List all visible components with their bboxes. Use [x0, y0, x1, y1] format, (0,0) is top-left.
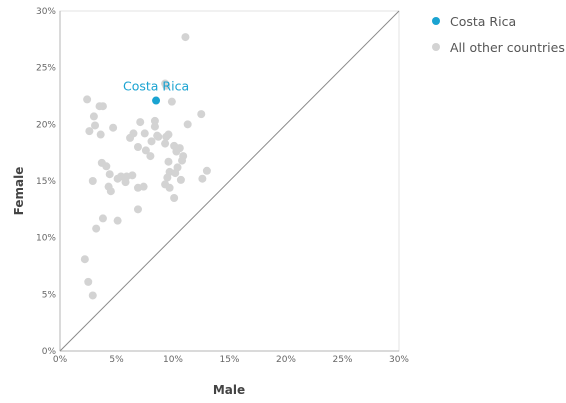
data-point	[171, 169, 180, 178]
data-point	[198, 174, 207, 183]
axes: 0% 5% 10% 15% 20% 25% 30% 0% 5% 10% 15% 20% 25% 30%	[36, 7, 409, 365]
data-point	[150, 122, 159, 131]
data-point	[140, 129, 149, 138]
legend-dot-costa-rica	[432, 17, 440, 25]
data-point	[83, 95, 92, 104]
data-point	[139, 182, 148, 191]
data-point	[89, 112, 98, 121]
points	[80, 33, 211, 300]
x-tick-label: 20%	[276, 355, 296, 365]
data-point	[165, 183, 174, 192]
data-point	[113, 174, 122, 183]
data-point	[109, 123, 118, 132]
data-point	[92, 224, 101, 233]
highlight-layer: Costa Rica	[123, 79, 189, 105]
x-tick-label: 0%	[53, 355, 68, 365]
data-point	[172, 147, 181, 156]
data-point	[96, 130, 105, 139]
data-point	[183, 120, 192, 129]
data-point	[91, 121, 100, 130]
data-point	[98, 102, 107, 111]
data-point	[197, 110, 206, 119]
x-tick-label: 30%	[389, 355, 409, 365]
y-tick-label: 20%	[36, 120, 56, 130]
data-point	[141, 146, 150, 155]
data-point	[105, 170, 114, 179]
data-point	[133, 205, 142, 214]
data-point	[113, 216, 122, 225]
data-point	[181, 33, 190, 42]
data-point	[176, 175, 185, 184]
y-tick-label: 15%	[36, 177, 56, 187]
data-point-costa-rica	[152, 96, 161, 105]
data-point	[146, 152, 155, 161]
legend-dot-all-other-countries	[432, 43, 440, 51]
x-tick-label: 15%	[219, 355, 239, 365]
data-point	[170, 194, 179, 202]
x-axis-title: Male	[213, 383, 245, 397]
data-point	[84, 277, 93, 286]
data-point	[154, 132, 163, 141]
legend: Costa Rica All other countries	[432, 8, 565, 60]
data-point	[178, 156, 187, 165]
data-point	[128, 171, 137, 180]
data-point	[88, 291, 97, 300]
y-tick-label: 30%	[36, 7, 56, 17]
legend-item-all-other-countries[interactable]: All other countries	[432, 34, 565, 60]
data-point	[121, 178, 130, 187]
y-axis-title: Female	[12, 167, 26, 216]
data-point	[164, 157, 173, 166]
x-tick-label: 5%	[109, 355, 124, 365]
legend-label-costa-rica: Costa Rica	[450, 13, 517, 29]
data-point	[85, 127, 94, 136]
data-point	[161, 139, 170, 148]
data-point	[88, 177, 97, 185]
y-tick-label: 5%	[42, 290, 57, 300]
data-point	[136, 118, 145, 127]
x-tick-label: 25%	[332, 355, 352, 365]
data-point	[163, 173, 172, 182]
y-tick-label: 10%	[36, 234, 56, 244]
equality-reference-line	[59, 10, 400, 352]
data-label-costa-rica: Costa Rica	[123, 79, 189, 94]
y-tick-label: 25%	[36, 64, 56, 74]
data-point	[147, 137, 156, 146]
data-point	[80, 255, 89, 264]
data-point	[150, 116, 159, 125]
data-point	[167, 97, 176, 106]
data-point	[133, 143, 142, 151]
data-point	[162, 81, 171, 90]
legend-label-all-other-countries: All other countries	[450, 39, 565, 55]
legend-item-costa-rica[interactable]: Costa Rica	[432, 8, 565, 34]
data-point	[162, 132, 171, 141]
data-point	[98, 214, 107, 223]
y-tick-label: 0%	[42, 347, 57, 357]
data-point	[102, 162, 111, 171]
x-tick-label: 10%	[163, 355, 183, 365]
data-point	[202, 166, 211, 175]
data-point	[126, 133, 135, 142]
data-point	[106, 187, 115, 196]
